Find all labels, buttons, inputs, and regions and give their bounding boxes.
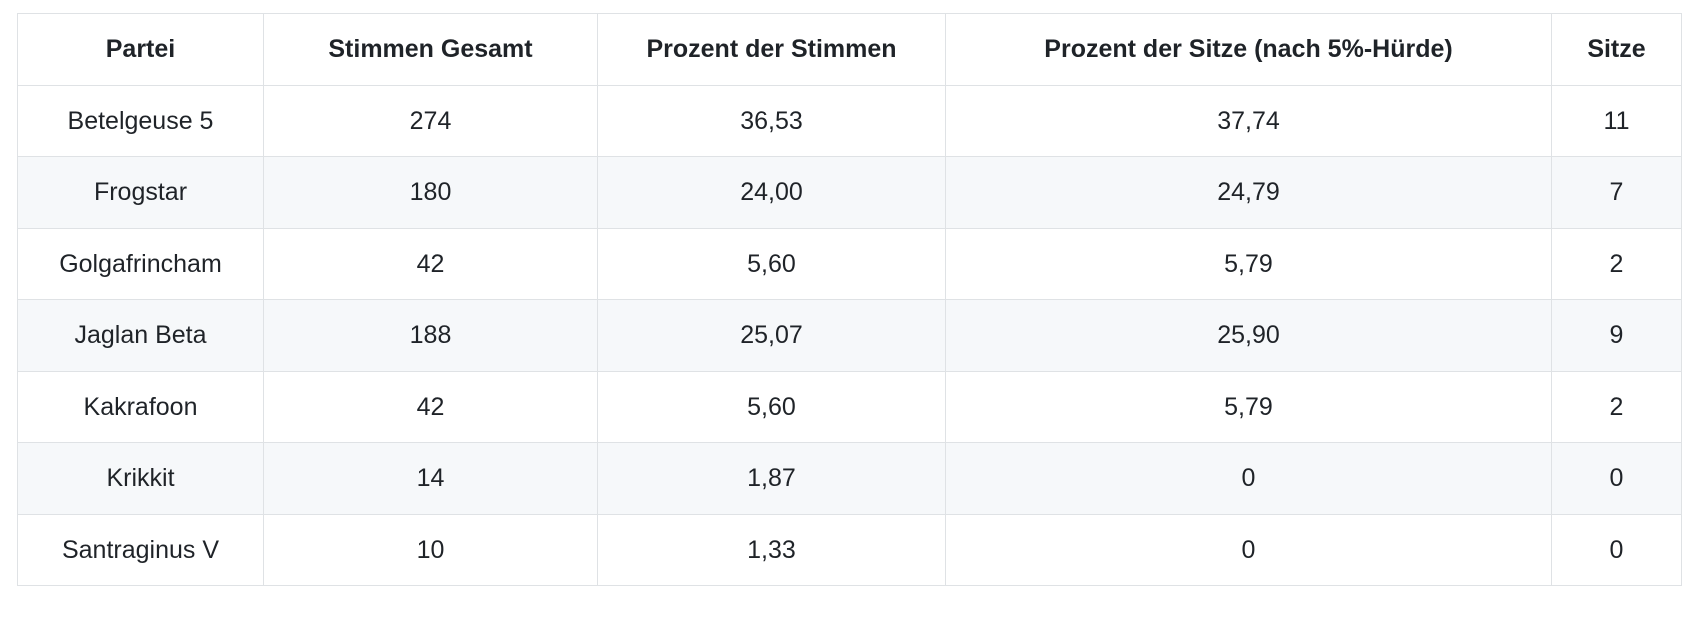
table-row: Betelgeuse 5 274 36,53 37,74 11 [17,84,1682,157]
party-cell: Kakrafoon [17,370,264,443]
value-cell: 2 [1551,227,1682,300]
table-row: Frogstar 180 24,00 24,79 7 [17,156,1682,229]
header-cell: Prozent der Sitze (nach 5%-Hürde) [945,13,1552,86]
party-cell: Jaglan Beta [17,299,264,372]
value-cell: 0 [945,513,1552,586]
election-results-table: Partei Stimmen Gesamt Prozent der Stimmen P… [17,13,1682,586]
value-cell: 5,79 [945,227,1552,300]
value-cell: 0 [1551,442,1682,515]
party-cell: Golgafrincham [17,227,264,300]
value-cell: 5,60 [597,370,946,443]
value-cell: 7 [1551,156,1682,229]
table-row: Krikkit 14 1,87 0 0 [17,442,1682,515]
party-cell: Betelgeuse 5 [17,84,264,157]
party-cell: Krikkit [17,442,264,515]
value-cell: 0 [945,442,1552,515]
table-row: Kakrafoon 42 5,60 5,79 2 [17,370,1682,443]
value-cell: 1,33 [597,513,946,586]
header-cell: Partei [17,13,264,86]
value-cell: 24,00 [597,156,946,229]
value-cell: 1,87 [597,442,946,515]
value-cell: 0 [1551,513,1682,586]
party-cell: Santraginus V [17,513,264,586]
header-row: Partei Stimmen Gesamt Prozent der Stimmen P… [17,13,1682,86]
header-cell: Prozent der Stimmen [597,13,946,86]
value-cell: 25,90 [945,299,1552,372]
table-row: Golgafrincham 42 5,60 5,79 2 [17,227,1682,300]
value-cell: 14 [263,442,598,515]
value-cell: 37,74 [945,84,1552,157]
value-cell: 5,79 [945,370,1552,443]
value-cell: 10 [263,513,598,586]
value-cell: 2 [1551,370,1682,443]
value-cell: 9 [1551,299,1682,372]
value-cell: 24,79 [945,156,1552,229]
table-row: Jaglan Beta 188 25,07 25,90 9 [17,299,1682,372]
header-cell: Stimmen Gesamt [263,13,598,86]
value-cell: 180 [263,156,598,229]
table-row: Santraginus V 10 1,33 0 0 [17,513,1682,586]
value-cell: 42 [263,227,598,300]
value-cell: 5,60 [597,227,946,300]
value-cell: 42 [263,370,598,443]
value-cell: 25,07 [597,299,946,372]
value-cell: 274 [263,84,598,157]
header-cell: Sitze [1551,13,1682,86]
table-body: Betelgeuse 5 274 36,53 37,74 11 Frogstar 180 24… [17,84,1682,586]
table-header: Partei Stimmen Gesamt Prozent der Stimmen P… [17,13,1682,86]
value-cell: 188 [263,299,598,372]
value-cell: 36,53 [597,84,946,157]
party-cell: Frogstar [17,156,264,229]
value-cell: 11 [1551,84,1682,157]
